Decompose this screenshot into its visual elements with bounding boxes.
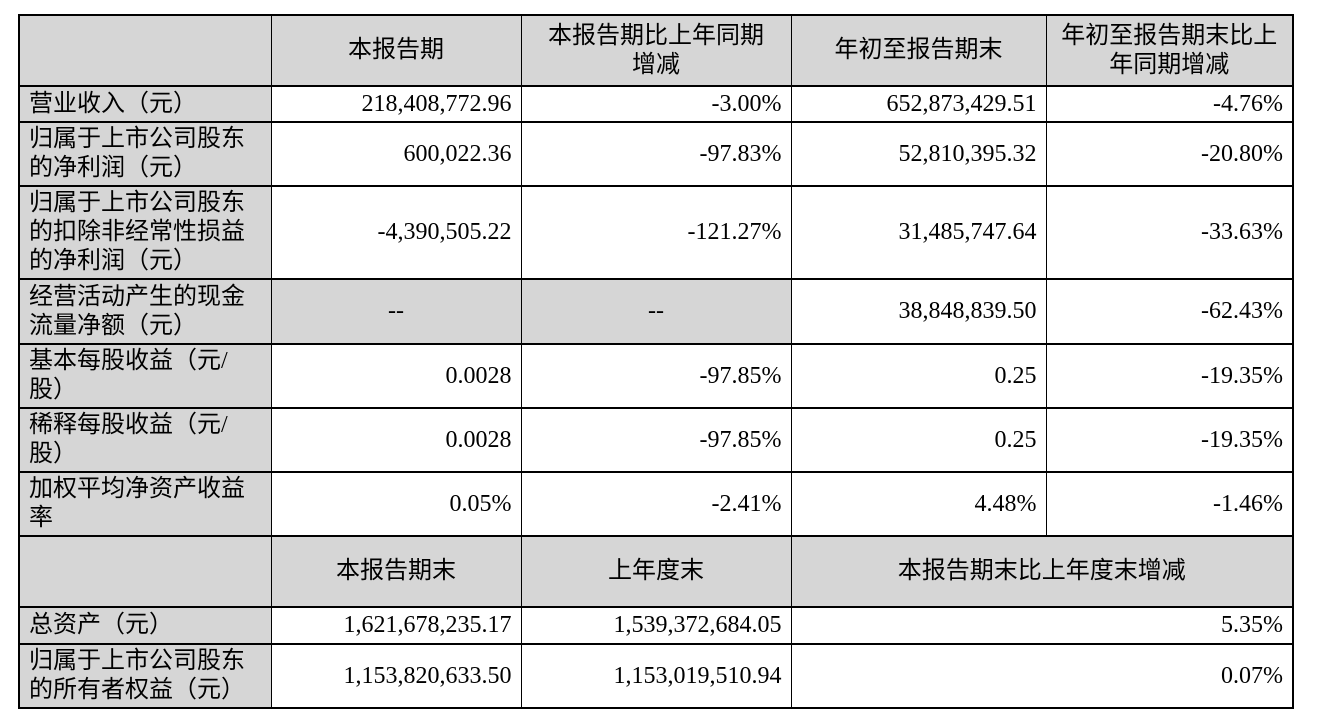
row-label-operating-cash-flow: 经营活动产生的现金 流量净额（元）: [18, 278, 272, 345]
row-label-net-profit-excl-nonrecurring: 归属于上市公司股东 的扣除非经常性损益 的净利润（元）: [18, 185, 272, 280]
row-equity: 归属于上市公司股东 的所有者权益（元） 1,153,820,633.50 1,1…: [18, 643, 1294, 709]
cell-net-profit-excl-current: -4,390,505.22: [270, 185, 522, 280]
yearend-header-row: 本报告期末 上年度末 本报告期末比上年度末增减: [18, 535, 1294, 608]
header-prior-year-end: 上年度末: [520, 535, 792, 608]
row-label-total-assets: 总资产（元）: [18, 606, 272, 645]
period-header-row: 本报告期 本报告期比上年同期 增减 年初至报告期末 年初至报告期末比上 年同期增…: [18, 14, 1294, 87]
header-current-period: 本报告期: [270, 14, 522, 87]
row-net-profit: 归属于上市公司股东 的净利润（元） 600,022.36 -97.83% 52,…: [18, 121, 1294, 187]
cell-cash-flow-current: --: [270, 278, 522, 345]
cell-net-profit-current-yoy: -97.83%: [520, 121, 792, 187]
row-label-revenue: 营业收入（元）: [18, 85, 272, 123]
cell-total-assets-current-end: 1,621,678,235.17: [270, 606, 522, 645]
row-revenue: 营业收入（元） 218,408,772.96 -3.00% 652,873,42…: [18, 85, 1294, 123]
row-label-equity: 归属于上市公司股东 的所有者权益（元）: [18, 643, 272, 709]
row-label-weighted-avg-roe: 加权平均净资产收益 率: [18, 471, 272, 537]
cell-net-profit-ytd: 52,810,395.32: [790, 121, 1047, 187]
cell-total-assets-change: 5.35%: [790, 606, 1294, 645]
cell-basic-eps-current-yoy: -97.85%: [520, 343, 792, 409]
cell-revenue-current: 218,408,772.96: [270, 85, 522, 123]
cell-equity-change: 0.07%: [790, 643, 1294, 709]
cell-diluted-eps-current: 0.0028: [270, 407, 522, 473]
cell-net-profit-current: 600,022.36: [270, 121, 522, 187]
row-weighted-avg-roe: 加权平均净资产收益 率 0.05% -2.41% 4.48% -1.46%: [18, 471, 1294, 537]
cell-cash-flow-current-yoy: --: [520, 278, 792, 345]
row-label-basic-eps: 基本每股收益（元/ 股）: [18, 343, 272, 409]
header-period-end-change: 本报告期末比上年度末增减: [790, 535, 1294, 608]
header-corner-cell: [18, 14, 272, 87]
row-label-diluted-eps: 稀释每股收益（元/ 股）: [18, 407, 272, 473]
cell-cash-flow-ytd-yoy: -62.43%: [1045, 278, 1294, 345]
header-ytd-yoy: 年初至报告期末比上 年同期增减: [1045, 14, 1294, 87]
cell-roe-current-yoy: -2.41%: [520, 471, 792, 537]
row-operating-cash-flow: 经营活动产生的现金 流量净额（元） -- -- 38,848,839.50 -6…: [18, 278, 1294, 345]
row-basic-eps: 基本每股收益（元/ 股） 0.0028 -97.85% 0.25 -19.35%: [18, 343, 1294, 409]
financial-summary-table: 本报告期 本报告期比上年同期 增减 年初至报告期末 年初至报告期末比上 年同期增…: [18, 14, 1294, 709]
cell-diluted-eps-current-yoy: -97.85%: [520, 407, 792, 473]
cell-net-profit-excl-ytd-yoy: -33.63%: [1045, 185, 1294, 280]
header-ytd: 年初至报告期末: [790, 14, 1047, 87]
cell-roe-ytd-yoy: -1.46%: [1045, 471, 1294, 537]
cell-revenue-ytd-yoy: -4.76%: [1045, 85, 1294, 123]
cell-basic-eps-ytd: 0.25: [790, 343, 1047, 409]
cell-roe-current: 0.05%: [270, 471, 522, 537]
cell-diluted-eps-ytd: 0.25: [790, 407, 1047, 473]
row-label-net-profit: 归属于上市公司股东 的净利润（元）: [18, 121, 272, 187]
cell-basic-eps-ytd-yoy: -19.35%: [1045, 343, 1294, 409]
row-total-assets: 总资产（元） 1,621,678,235.17 1,539,372,684.05…: [18, 606, 1294, 645]
cell-total-assets-prior-year-end: 1,539,372,684.05: [520, 606, 792, 645]
cell-roe-ytd: 4.48%: [790, 471, 1047, 537]
cell-equity-current-end: 1,153,820,633.50: [270, 643, 522, 709]
header-current-period-yoy: 本报告期比上年同期 增减: [520, 14, 792, 87]
cell-net-profit-ytd-yoy: -20.80%: [1045, 121, 1294, 187]
cell-revenue-ytd: 652,873,429.51: [790, 85, 1047, 123]
cell-net-profit-excl-current-yoy: -121.27%: [520, 185, 792, 280]
cell-basic-eps-current: 0.0028: [270, 343, 522, 409]
cell-cash-flow-ytd: 38,848,839.50: [790, 278, 1047, 345]
cell-equity-prior-year-end: 1,153,019,510.94: [520, 643, 792, 709]
header-current-period-end: 本报告期末: [270, 535, 522, 608]
row-net-profit-excl-nonrecurring: 归属于上市公司股东 的扣除非经常性损益 的净利润（元） -4,390,505.2…: [18, 185, 1294, 280]
yearend-header-corner-cell: [18, 535, 272, 608]
row-diluted-eps: 稀释每股收益（元/ 股） 0.0028 -97.85% 0.25 -19.35%: [18, 407, 1294, 473]
cell-revenue-current-yoy: -3.00%: [520, 85, 792, 123]
cell-net-profit-excl-ytd: 31,485,747.64: [790, 185, 1047, 280]
cell-diluted-eps-ytd-yoy: -19.35%: [1045, 407, 1294, 473]
